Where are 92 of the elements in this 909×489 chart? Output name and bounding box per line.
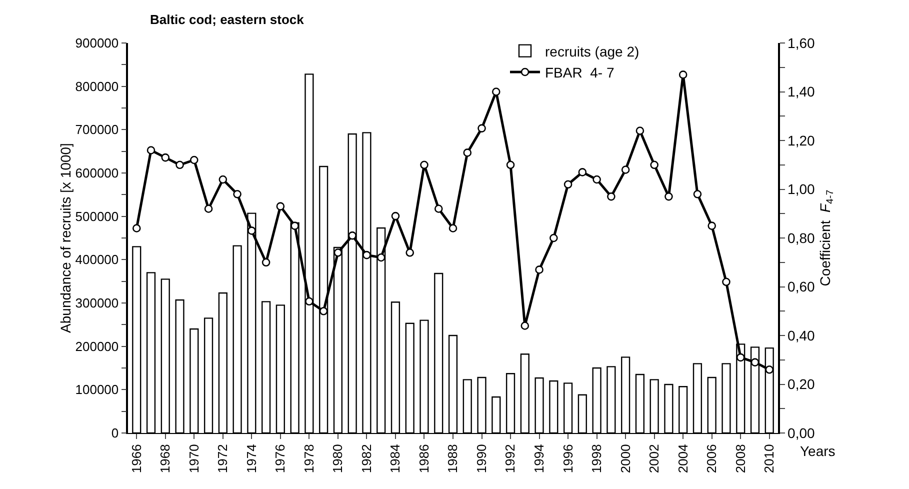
point [550, 234, 558, 242]
point [492, 88, 500, 96]
y2-tick-label: 1,20 [788, 132, 816, 148]
point [391, 212, 400, 220]
x-tick-label: 1996 [560, 444, 576, 474]
point [506, 160, 515, 170]
point [132, 224, 141, 232]
x-tick-label: 2006 [704, 444, 720, 474]
point [434, 204, 443, 213]
x-tick-label: 1966 [128, 444, 144, 474]
y-tick-label: 700000 [75, 122, 119, 138]
point [276, 202, 285, 210]
y2-tick-label: 1,60 [788, 34, 816, 51]
legend-label: FBAR 4- 7 [545, 64, 614, 80]
y-tick-label: 200000 [75, 338, 119, 354]
point [478, 124, 486, 132]
point [420, 160, 428, 170]
point [750, 358, 760, 366]
point [564, 180, 572, 189]
y2-tick-label: 0,20 [788, 376, 816, 392]
x-tick-label: 1990 [474, 444, 489, 474]
point [578, 168, 587, 176]
point [233, 190, 242, 198]
x-tick-label: 1974 [244, 444, 259, 474]
x-tick-label: 1978 [301, 444, 316, 474]
y-tick-label: 600000 [75, 166, 119, 181]
point [176, 160, 184, 170]
x-tick-label: 1970 [186, 444, 202, 474]
y-tick-label: 400000 [75, 252, 119, 268]
point [463, 148, 472, 157]
point [678, 70, 688, 79]
y2-tick-label: 1,40 [788, 84, 816, 100]
x-tick-label: 1986 [416, 444, 432, 474]
x-tick-label: 1976 [272, 444, 288, 474]
point [636, 126, 644, 135]
y-tick-label: 900000 [75, 36, 119, 51]
y2-tick-label: 0,00 [788, 424, 816, 441]
x-tick-label: 2002 [646, 444, 662, 474]
y-tick-label: 800000 [75, 78, 119, 94]
point [406, 248, 414, 257]
chart-title: Baltic cod; eastern stock [150, 12, 305, 27]
point [204, 204, 213, 213]
point [334, 248, 342, 257]
x-tick-label: 1968 [158, 444, 173, 474]
x-tick-label: 1998 [589, 444, 604, 474]
point [218, 175, 228, 184]
x-tick-label: 2008 [732, 444, 748, 474]
y2-tick-label: 0,80 [788, 230, 816, 246]
point [621, 166, 630, 174]
y2-tick-label: 1,00 [788, 181, 816, 198]
x-tick-label: 1980 [330, 444, 346, 474]
x-tick-label: 1984 [388, 444, 403, 474]
x-tick-label: 2010 [762, 444, 777, 474]
point [664, 192, 673, 201]
x-axis-title: Years [800, 443, 836, 459]
point [592, 175, 601, 184]
y-axis-title: Abundance of recruits [x 1000] [57, 143, 74, 333]
point [262, 258, 270, 267]
y-tick-label: 0 [111, 426, 119, 441]
point [161, 153, 170, 162]
y-tick-label: 500000 [75, 208, 119, 224]
x-tick-label: 1988 [445, 444, 460, 474]
point [376, 253, 386, 262]
point [190, 156, 198, 164]
y2-tick-label: 0,60 [788, 278, 816, 295]
y-tick-label: 300000 [75, 296, 119, 311]
point [765, 365, 774, 374]
x-tick-label: 2004 [675, 444, 690, 474]
x-tick-label: 1982 [358, 444, 374, 474]
point [319, 306, 328, 316]
y2-tick-label: 0,40 [788, 327, 816, 344]
point [722, 278, 730, 286]
point [650, 160, 658, 170]
x-tick-label: 1994 [532, 444, 547, 474]
point [290, 222, 299, 230]
point [607, 192, 616, 201]
point [248, 226, 256, 235]
point [146, 146, 156, 154]
point [708, 222, 716, 230]
point [362, 250, 371, 260]
x-tick-label: 2000 [618, 444, 633, 474]
x-tick-label: 1972 [215, 444, 230, 474]
x-tick-label: 1992 [502, 444, 518, 474]
point [535, 266, 544, 274]
point [448, 224, 458, 232]
point [305, 297, 314, 306]
legend-label: recruits (age 2) [545, 43, 640, 60]
point [520, 322, 530, 330]
point [348, 231, 356, 240]
point [736, 353, 745, 362]
y-tick-label: 100000 [75, 382, 119, 398]
point [693, 190, 702, 198]
